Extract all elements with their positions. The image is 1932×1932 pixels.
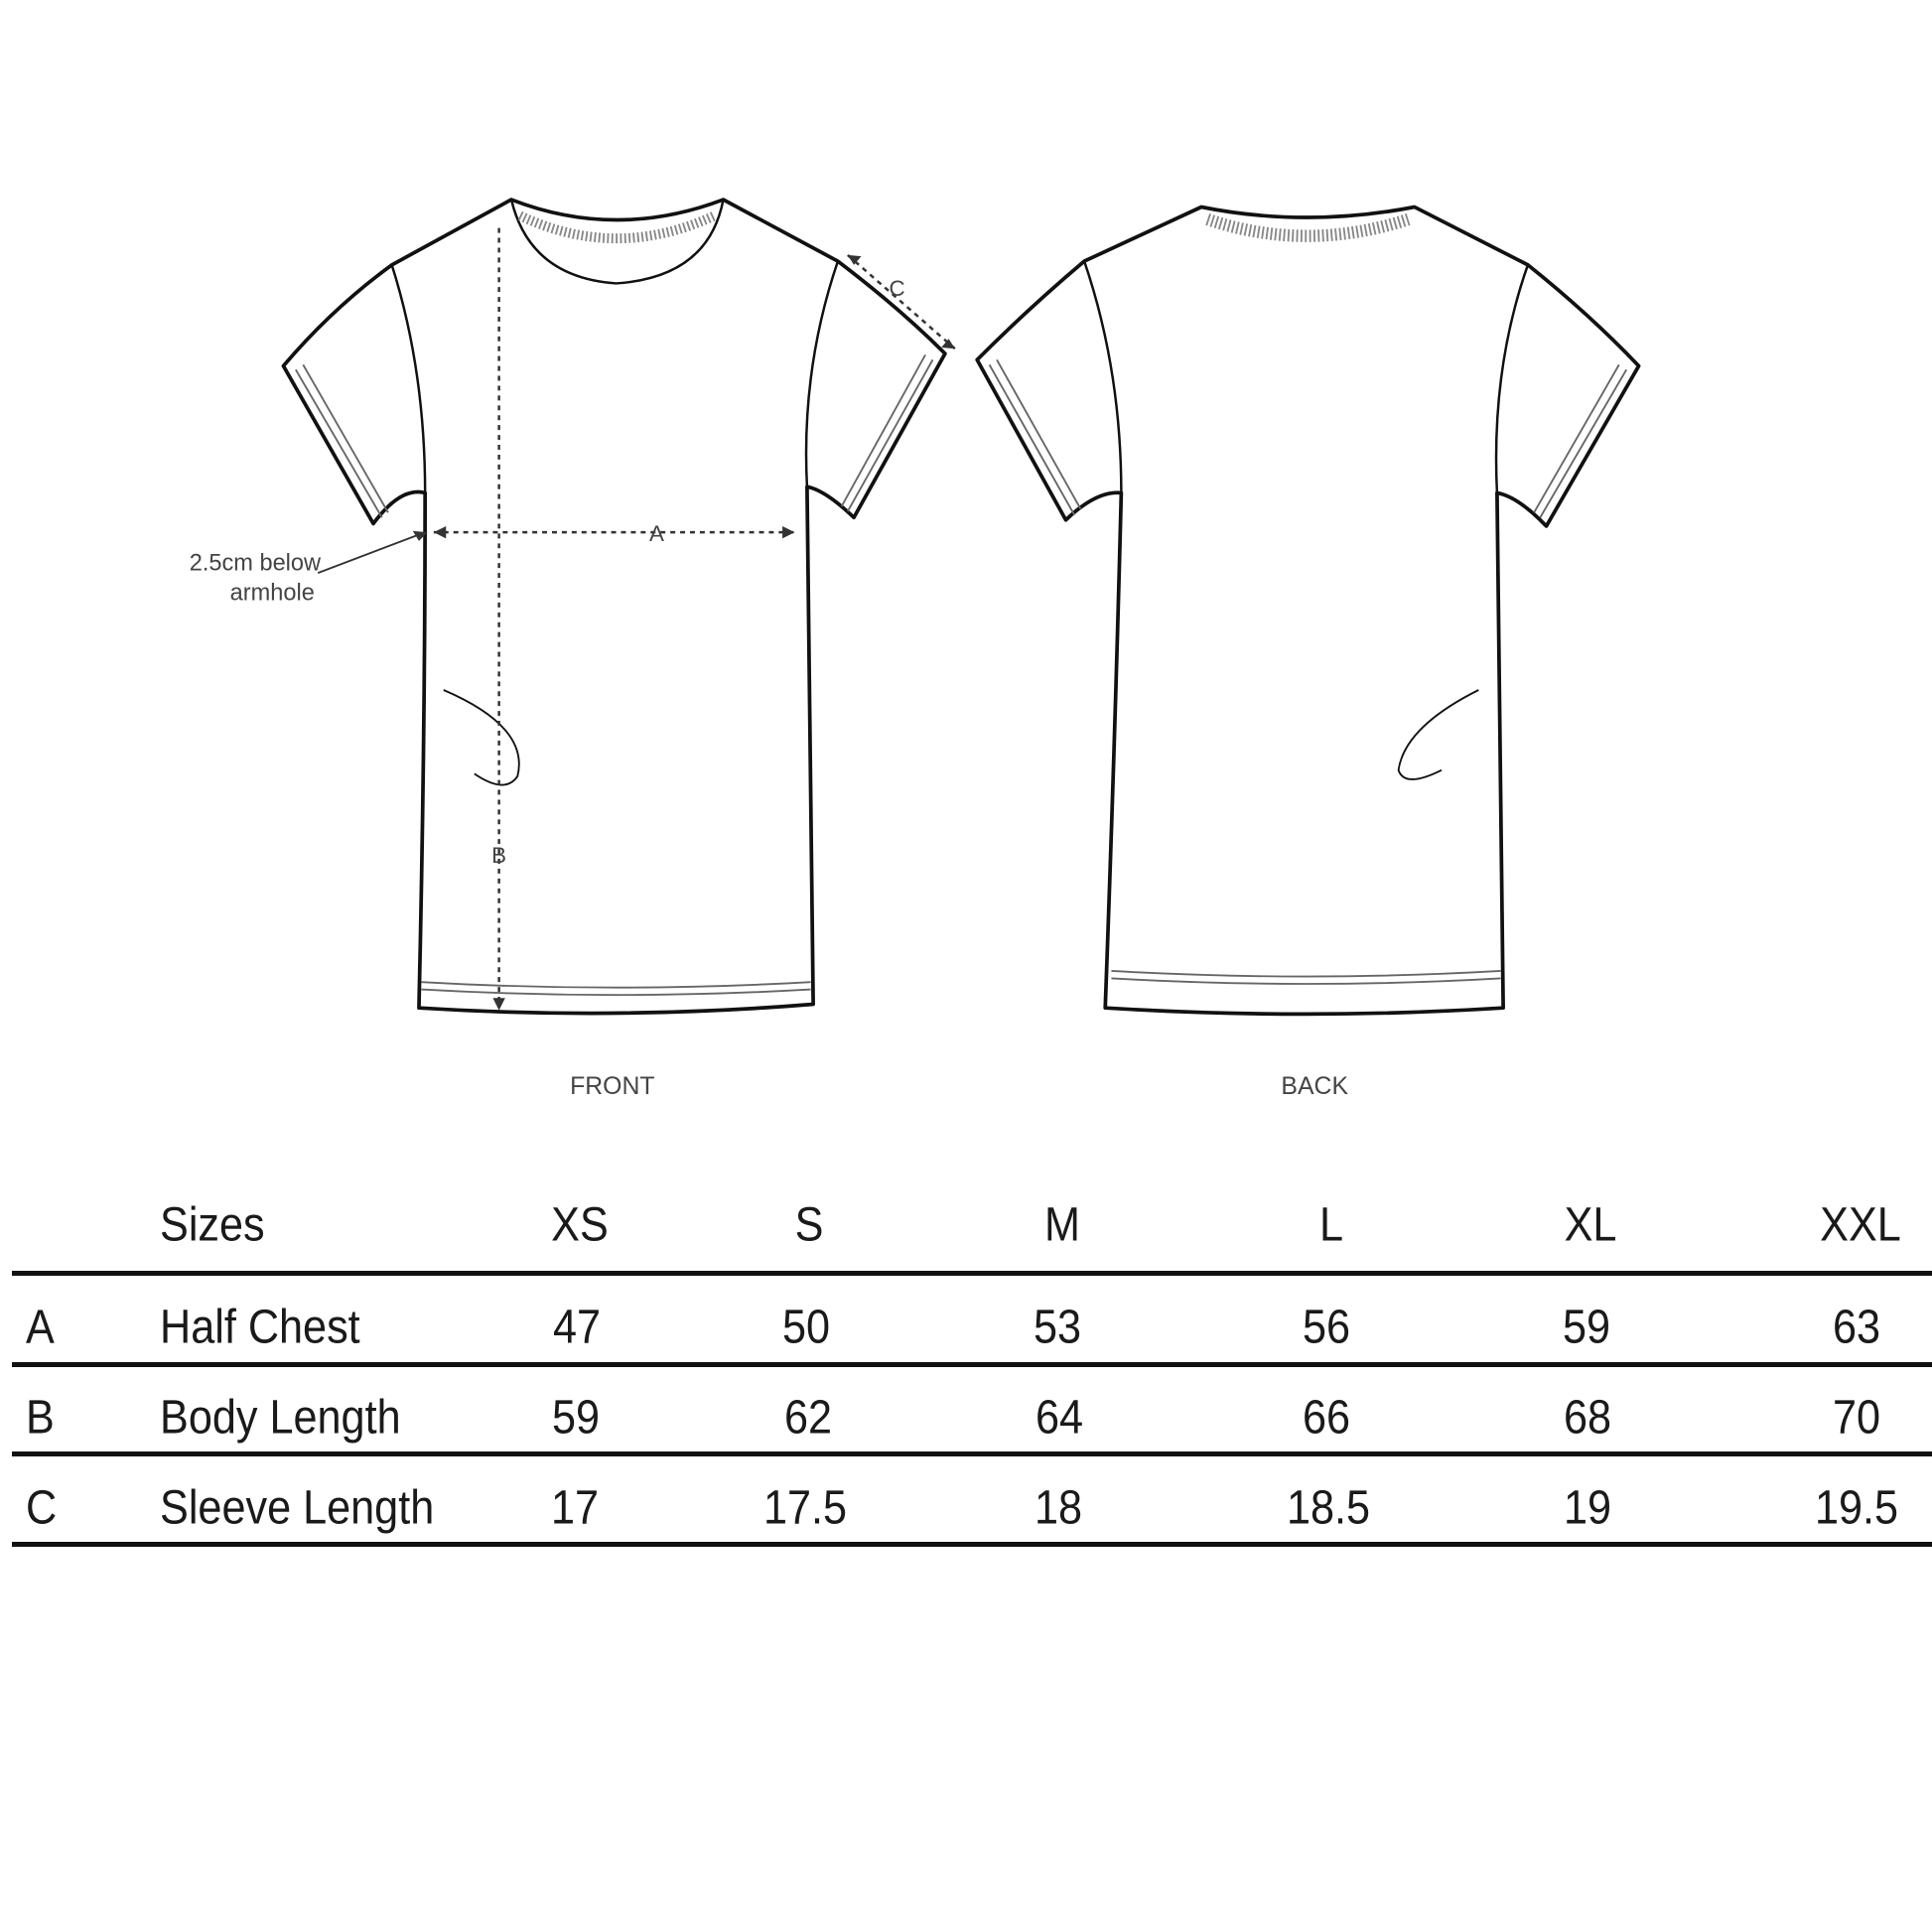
measure-a-label: A xyxy=(649,521,664,546)
table-cell: 59 xyxy=(551,1391,601,1445)
table-rule xyxy=(12,1362,1932,1367)
armhole-note-line1: 2.5cm below xyxy=(190,550,322,576)
back-shirt-outline xyxy=(975,205,1641,1017)
table-cell: 63 xyxy=(1832,1301,1881,1354)
back-label: BACK xyxy=(1281,1073,1348,1100)
table-cell: 62 xyxy=(783,1391,833,1445)
measure-c-line xyxy=(847,253,956,350)
table-cell: 56 xyxy=(1302,1301,1351,1354)
size-header-xxl: XXL xyxy=(1820,1198,1901,1252)
size-header-xl: XL xyxy=(1564,1198,1617,1252)
row-code: A xyxy=(26,1301,55,1354)
table-cell: 70 xyxy=(1832,1391,1881,1445)
armhole-note-line2: armhole xyxy=(230,579,315,605)
size-header-xs: XS xyxy=(551,1198,609,1252)
measure-b-label: B xyxy=(491,843,506,868)
size-header-s: S xyxy=(794,1198,824,1252)
table-cell: 66 xyxy=(1302,1391,1351,1445)
size-header-l: L xyxy=(1318,1198,1344,1252)
table-cell: 19 xyxy=(1563,1481,1612,1535)
row-code: C xyxy=(26,1481,58,1535)
row-code: B xyxy=(26,1391,55,1445)
table-cell: 50 xyxy=(781,1301,831,1354)
table-cell: 18 xyxy=(1034,1481,1083,1535)
table-cell: 53 xyxy=(1033,1301,1082,1354)
table-cell: 18.5 xyxy=(1286,1481,1371,1535)
table-cell: 19.5 xyxy=(1814,1481,1899,1535)
table-cell: 59 xyxy=(1562,1301,1611,1354)
table-cell: 17.5 xyxy=(762,1481,848,1535)
measure-c-label: C xyxy=(889,276,904,301)
table-cell: 47 xyxy=(552,1301,602,1354)
table-rule xyxy=(12,1451,1932,1456)
front-shirt-outline xyxy=(281,198,947,1016)
table-cell: 68 xyxy=(1563,1391,1612,1445)
row-label: Sleeve Length xyxy=(160,1481,435,1535)
front-label: FRONT xyxy=(570,1073,654,1100)
front-collar xyxy=(509,199,725,285)
row-label: Half Chest xyxy=(160,1301,360,1354)
table-cell: 17 xyxy=(550,1481,600,1535)
sizes-header: Sizes xyxy=(160,1198,265,1252)
table-rule xyxy=(12,1271,1932,1276)
table-cell: 64 xyxy=(1035,1391,1084,1445)
row-label: Body Length xyxy=(160,1391,401,1445)
table-rule xyxy=(12,1542,1932,1547)
size-header-m: M xyxy=(1044,1198,1080,1252)
